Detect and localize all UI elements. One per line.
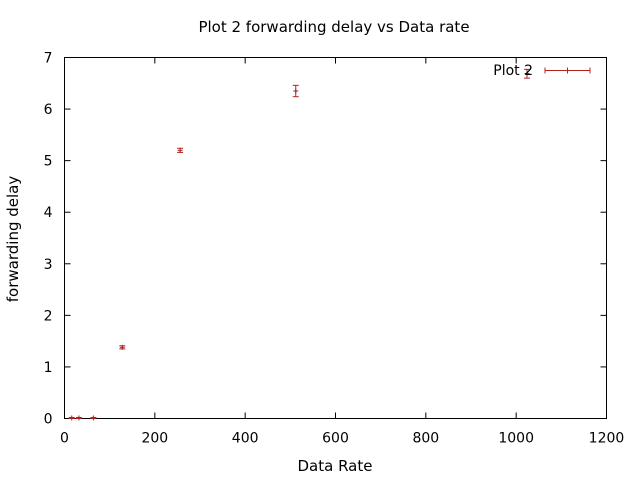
legend-key bbox=[544, 67, 591, 74]
y-axis-label: forwarding delay bbox=[4, 176, 22, 303]
plot-frame bbox=[64, 57, 607, 419]
chart-title: Plot 2 forwarding delay vs Data rate bbox=[198, 18, 469, 36]
data-point bbox=[292, 84, 299, 98]
legend: Plot 2 bbox=[493, 63, 591, 79]
y-tick-label: 6 bbox=[44, 102, 53, 118]
y-tick-label: 7 bbox=[44, 51, 53, 67]
y-tick-label: 2 bbox=[44, 308, 53, 324]
x-tick-label: 1200 bbox=[589, 431, 625, 447]
x-tick-label: 600 bbox=[322, 431, 349, 447]
data-point bbox=[68, 415, 75, 421]
x-tick-label: 400 bbox=[232, 431, 259, 447]
y-tick-label: 5 bbox=[44, 154, 53, 170]
y-tick-label: 3 bbox=[44, 257, 53, 273]
data-point bbox=[75, 415, 82, 421]
y-tick-label: 4 bbox=[44, 205, 53, 221]
legend-label: Plot 2 bbox=[493, 63, 533, 79]
x-axis-ticks: 0 200 400 600 800 1000 1200 bbox=[60, 57, 625, 447]
data-point bbox=[177, 147, 184, 153]
x-tick-label: 0 bbox=[60, 431, 69, 447]
y-tick-label: 0 bbox=[44, 412, 53, 428]
data-point bbox=[119, 344, 126, 350]
y-tick-label: 1 bbox=[44, 360, 53, 376]
x-tick-label: 200 bbox=[141, 431, 168, 447]
x-tick-label: 800 bbox=[412, 431, 439, 447]
data-point bbox=[524, 68, 531, 79]
x-tick-label: 1000 bbox=[498, 431, 534, 447]
data-points bbox=[68, 68, 531, 421]
y-axis-ticks: 0 1 2 3 4 5 6 7 bbox=[44, 51, 607, 428]
x-axis-label: Data Rate bbox=[298, 457, 373, 475]
data-point bbox=[90, 415, 97, 421]
